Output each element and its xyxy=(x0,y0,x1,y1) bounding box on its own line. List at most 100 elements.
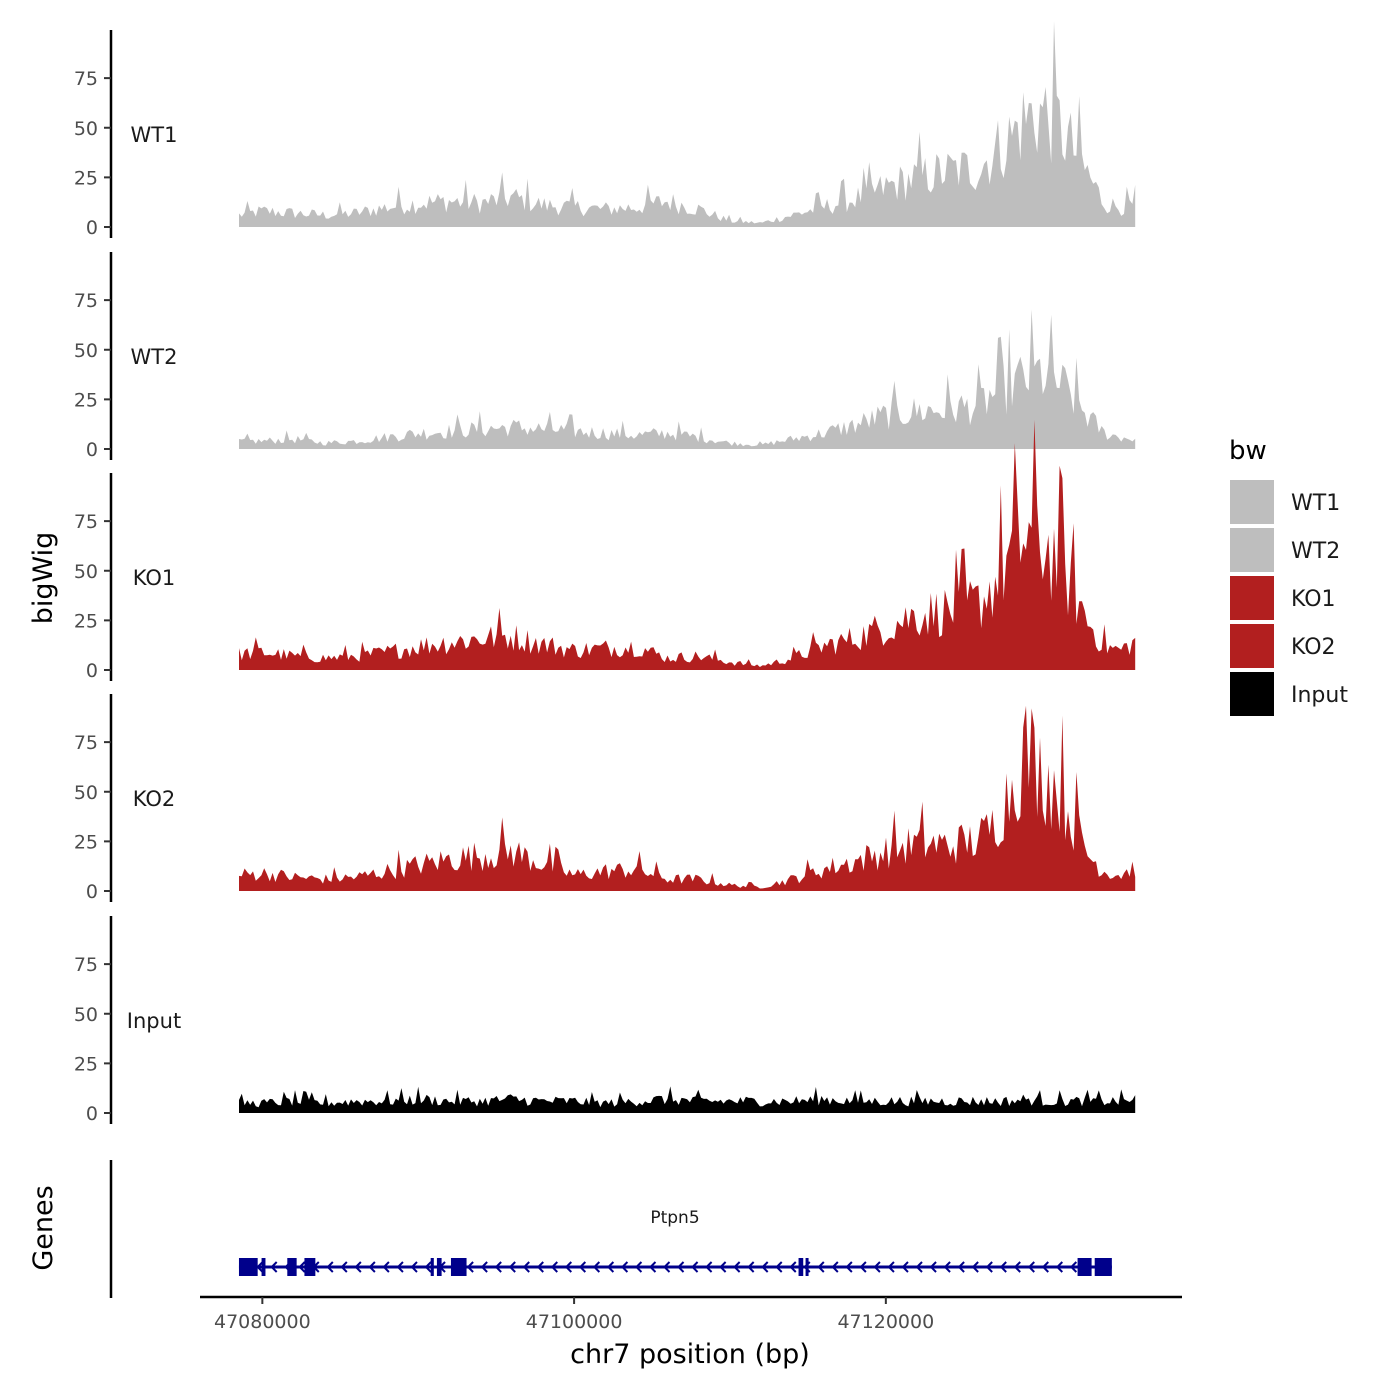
legend-label-ko2: KO2 xyxy=(1291,635,1336,660)
track-label: Input xyxy=(127,1009,181,1033)
y-axis-title: bigWig xyxy=(28,532,59,625)
strand-arrow xyxy=(901,1261,909,1273)
y-tick-label: 75 xyxy=(74,511,98,533)
strand-arrow xyxy=(1013,1261,1021,1273)
strand-arrow xyxy=(733,1261,741,1273)
strand-arrow xyxy=(1055,1261,1064,1273)
track-ko2: 0 25 50 75 KO2 xyxy=(74,694,1136,903)
y-tick-label: 75 xyxy=(74,290,98,312)
strand-arrow xyxy=(592,1261,601,1273)
y-tick-label: 75 xyxy=(74,954,98,976)
strand-arrow xyxy=(747,1261,755,1273)
y-tick-label: 50 xyxy=(74,118,98,140)
strand-arrow xyxy=(1041,1261,1049,1273)
legend-swatch-ko1 xyxy=(1230,576,1274,620)
strand-arrow xyxy=(677,1261,685,1273)
strand-arrow xyxy=(354,1261,362,1273)
y-tick-label: 25 xyxy=(74,1053,98,1075)
strand-arrow xyxy=(831,1261,839,1273)
gene-exon xyxy=(798,1258,804,1276)
y-tick-label: 0 xyxy=(86,217,98,239)
y-tick-label: 75 xyxy=(74,732,98,754)
strand-arrow xyxy=(410,1261,418,1273)
legend-label-wt1: WT1 xyxy=(1291,491,1340,516)
track-label: KO2 xyxy=(133,787,176,811)
strand-arrow xyxy=(1027,1261,1035,1273)
gene-exon xyxy=(1077,1258,1092,1276)
strand-arrow xyxy=(340,1261,348,1273)
x-tick-label: 47120000 xyxy=(837,1311,934,1333)
strand-arrow xyxy=(270,1261,278,1273)
strand-arrow xyxy=(564,1261,573,1273)
gene-exon xyxy=(261,1258,266,1276)
track-input: 0 25 50 75 Input xyxy=(74,916,1136,1125)
y-tick-label: 50 xyxy=(74,340,98,362)
strand-arrow xyxy=(985,1261,993,1273)
coverage-area-wt2 xyxy=(239,309,1136,449)
strand-arrow xyxy=(929,1261,937,1273)
track-ko1: 0 25 50 75 KO1 xyxy=(74,419,1136,682)
strand-arrow xyxy=(578,1261,587,1273)
strand-arrow xyxy=(550,1261,558,1273)
gene-exon xyxy=(805,1258,809,1276)
strand-arrow xyxy=(859,1261,867,1273)
coverage-area-ko2 xyxy=(239,705,1136,891)
x-axis: 47080000 47100000 47120000 chr7 position (… xyxy=(200,1295,1182,1370)
legend-swatch-wt1 xyxy=(1230,480,1274,524)
strand-arrow xyxy=(466,1261,474,1273)
legend-label-input: Input xyxy=(1291,683,1348,708)
gene-exon xyxy=(436,1258,442,1276)
gene-exon xyxy=(287,1258,297,1276)
coverage-area-input xyxy=(239,1086,1136,1113)
legend-swatch-input xyxy=(1230,672,1274,716)
strand-arrow xyxy=(635,1261,643,1273)
y-tick-label: 0 xyxy=(86,660,98,682)
strand-arrow xyxy=(789,1261,797,1273)
strand-arrow xyxy=(873,1261,881,1273)
strand-arrow xyxy=(536,1261,544,1273)
x-tick-label: 47080000 xyxy=(214,1311,311,1333)
strand-arrow xyxy=(887,1261,895,1273)
strand-arrow xyxy=(396,1261,404,1273)
coverage-area-ko1 xyxy=(239,419,1136,670)
strand-arrow xyxy=(494,1261,502,1273)
strand-arrow xyxy=(298,1261,306,1273)
y-tick-label: 25 xyxy=(74,831,98,853)
strand-arrow xyxy=(480,1261,488,1273)
strand-arrow xyxy=(817,1261,825,1273)
strand-arrow xyxy=(943,1261,951,1273)
strand-arrow xyxy=(845,1261,853,1273)
y-tick-label: 25 xyxy=(74,389,98,411)
strand-arrow xyxy=(691,1261,699,1273)
track-label: KO1 xyxy=(133,566,176,590)
legend-swatch-wt2 xyxy=(1230,528,1274,572)
y-tick-label: 50 xyxy=(74,782,98,804)
y-tick-label: 0 xyxy=(86,1103,98,1125)
gene-exon xyxy=(238,1258,258,1276)
legend-swatch-ko2 xyxy=(1230,624,1274,668)
track-wt2: 0 25 50 75 WT2 xyxy=(74,252,1136,461)
strand-arrow xyxy=(382,1261,390,1273)
gene-name-label: Ptpn5 xyxy=(650,1208,699,1228)
y-tick-label: 50 xyxy=(74,1004,98,1026)
strand-arrow xyxy=(971,1261,979,1273)
y-tick-label: 50 xyxy=(74,561,98,583)
strand-arrow xyxy=(999,1261,1007,1273)
legend-label-ko1: KO1 xyxy=(1291,587,1336,612)
strand-arrow xyxy=(761,1261,769,1273)
gene-exon xyxy=(1094,1258,1112,1276)
track-wt1: 0 25 50 75 WT1 xyxy=(74,21,1136,239)
y-tick-label: 0 xyxy=(86,881,98,903)
track-label: WT2 xyxy=(131,345,178,369)
gene-exon xyxy=(430,1258,434,1276)
y-tick-label: 25 xyxy=(74,610,98,632)
strand-arrow xyxy=(705,1261,713,1273)
strand-arrow xyxy=(915,1261,923,1273)
y-tick-label: 75 xyxy=(74,68,98,90)
strand-arrow xyxy=(424,1261,432,1273)
x-tick-label: 47100000 xyxy=(526,1311,623,1333)
coverage-area-wt1 xyxy=(239,21,1136,227)
strand-arrow xyxy=(957,1261,965,1273)
